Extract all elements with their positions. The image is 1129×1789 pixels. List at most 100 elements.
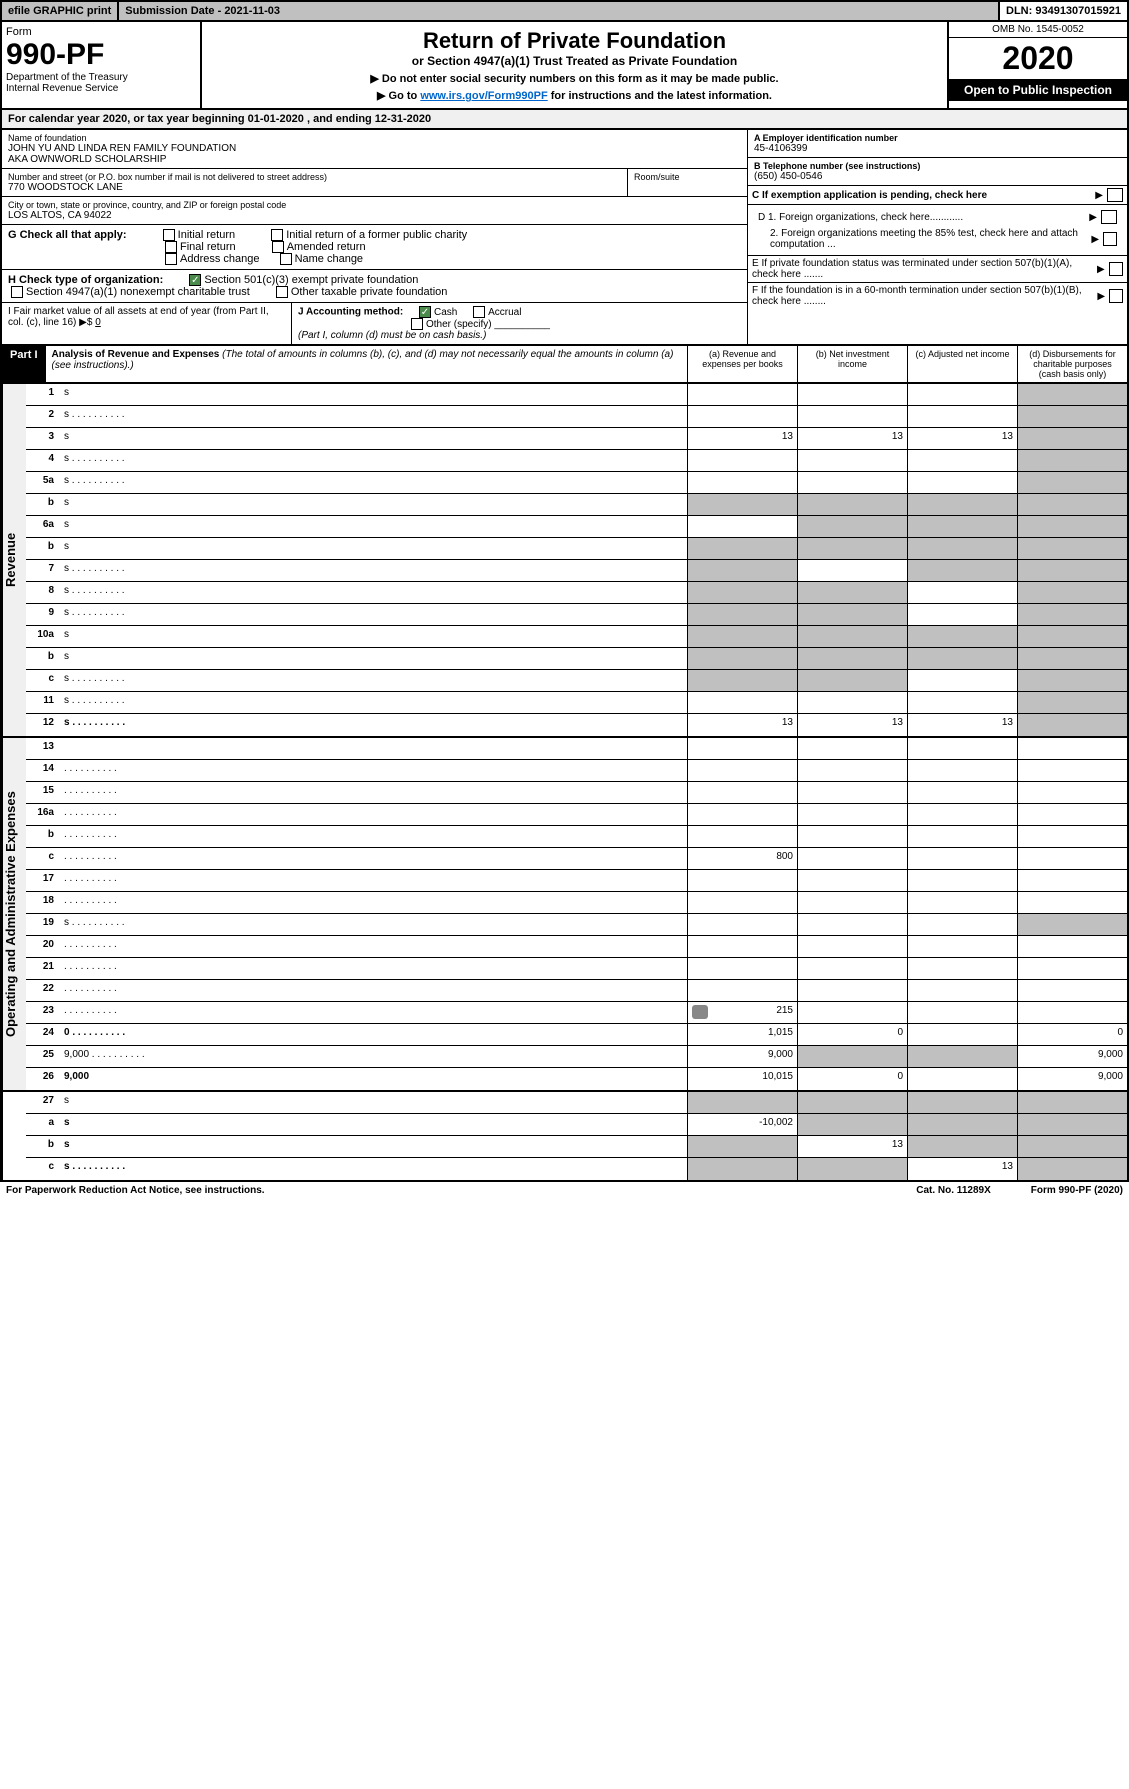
cb-final[interactable] <box>165 241 177 253</box>
line-desc: s <box>60 914 687 935</box>
cb-d1[interactable] <box>1101 210 1117 224</box>
cb-amended[interactable] <box>272 241 284 253</box>
foundation-name: JOHN YU AND LINDA REN FAMILY FOUNDATION <box>8 143 741 154</box>
cb-initial[interactable] <box>163 229 175 241</box>
line-col-c <box>907 472 1017 493</box>
cb-f[interactable] <box>1109 289 1123 303</box>
address: 770 WOODSTOCK LANE <box>8 182 621 193</box>
line-col-a <box>687 560 797 581</box>
addr-label: Number and street (or P.O. box number if… <box>8 172 621 182</box>
table-row: bs <box>26 538 1127 560</box>
table-row: bs13 <box>26 1136 1127 1158</box>
line-num: 12 <box>26 714 60 736</box>
top-bar: efile GRAPHIC print Submission Date - 20… <box>0 0 1129 22</box>
cb-initial-former[interactable] <box>271 229 283 241</box>
line-col-c <box>907 914 1017 935</box>
line-col-a: -10,002 <box>687 1114 797 1135</box>
attachment-icon[interactable] <box>692 1005 708 1019</box>
calendar-year: For calendar year 2020, or tax year begi… <box>0 110 1129 130</box>
cb-c[interactable] <box>1107 188 1123 202</box>
instr-1: ▶ Do not enter social security numbers o… <box>208 72 941 85</box>
line-num: c <box>26 1158 60 1180</box>
line-num: b <box>26 648 60 669</box>
line-col-d <box>1017 450 1127 471</box>
line-desc <box>60 804 687 825</box>
line-col-c <box>907 1046 1017 1067</box>
line-col-d <box>1017 428 1127 449</box>
line-col-b: 0 <box>797 1068 907 1090</box>
line-col-c <box>907 648 1017 669</box>
line-col-d <box>1017 980 1127 1001</box>
cb-other-method[interactable] <box>411 318 423 330</box>
line-desc: s <box>60 384 687 405</box>
foundation-name-2: AKA OWNWORLD SCHOLARSHIP <box>8 154 741 165</box>
line-desc: s <box>60 450 687 471</box>
line-col-b <box>797 914 907 935</box>
cb-501c3[interactable] <box>189 274 201 286</box>
cb-name[interactable] <box>280 253 292 265</box>
line-num: b <box>26 538 60 559</box>
line-col-c <box>907 738 1017 759</box>
line-desc: s <box>60 406 687 427</box>
revenue-rows: 1s2s3s1313134s5asbs6asbs7s8s9s10asbscs11… <box>26 384 1127 736</box>
col-a-head: (a) Revenue and expenses per books <box>687 346 797 382</box>
revenue-label: Revenue <box>2 384 26 736</box>
line-num: 4 <box>26 450 60 471</box>
line-desc <box>60 980 687 1001</box>
cb-address[interactable] <box>165 253 177 265</box>
line-col-a <box>687 582 797 603</box>
table-row: 2401,01500 <box>26 1024 1127 1046</box>
cb-e[interactable] <box>1109 262 1123 276</box>
g-label: G Check all that apply: <box>8 229 127 241</box>
line-col-d <box>1017 870 1127 891</box>
line-desc: s <box>60 516 687 537</box>
line-col-c <box>907 1092 1017 1113</box>
line-desc: s <box>60 1158 687 1180</box>
cb-cash[interactable] <box>419 306 431 318</box>
line-num: 10a <box>26 626 60 647</box>
cb-other-tax[interactable] <box>276 286 288 298</box>
table-row: 15 <box>26 782 1127 804</box>
line-num: 22 <box>26 980 60 1001</box>
line-col-a <box>687 648 797 669</box>
line-col-b <box>797 980 907 1001</box>
line-col-d <box>1017 472 1127 493</box>
line-col-b <box>797 892 907 913</box>
line-col-d <box>1017 648 1127 669</box>
line-col-a <box>687 1136 797 1157</box>
cb-d2[interactable] <box>1103 232 1117 246</box>
line-col-d <box>1017 958 1127 979</box>
line-num: 25 <box>26 1046 60 1067</box>
table-row: 10as <box>26 626 1127 648</box>
h-section: H Check type of organization: Section 50… <box>2 270 747 303</box>
part1-title: Analysis of Revenue and Expenses <box>52 349 220 360</box>
submission-date: Submission Date - 2021-11-03 <box>119 2 1000 20</box>
line-col-a: 1,015 <box>687 1024 797 1045</box>
line-col-a <box>687 870 797 891</box>
line-desc <box>60 738 687 759</box>
line-desc <box>60 760 687 781</box>
table-row: cs13 <box>26 1158 1127 1180</box>
dept: Department of the Treasury <box>6 72 196 83</box>
line-col-c <box>907 782 1017 803</box>
efile-label[interactable]: efile GRAPHIC print <box>2 2 119 20</box>
line-desc: s <box>60 648 687 669</box>
line-desc: s <box>60 1114 687 1135</box>
irs-link[interactable]: www.irs.gov/Form990PF <box>420 90 547 102</box>
line-col-b: 0 <box>797 1024 907 1045</box>
line-col-b <box>797 1046 907 1067</box>
instr-2-pre: ▶ Go to <box>377 90 420 102</box>
line-col-a <box>687 450 797 471</box>
line-num: 27 <box>26 1092 60 1113</box>
cb-accrual[interactable] <box>473 306 485 318</box>
line-desc <box>60 870 687 891</box>
line-col-c <box>907 604 1017 625</box>
f-label: F If the foundation is in a 60-month ter… <box>752 285 1097 307</box>
line-col-a: 800 <box>687 848 797 869</box>
line-col-d <box>1017 692 1127 713</box>
phone: (650) 450-0546 <box>754 171 1121 182</box>
line-desc <box>60 892 687 913</box>
cb-4947[interactable] <box>11 286 23 298</box>
line-col-b <box>797 1002 907 1023</box>
b-label: B Telephone number (see instructions) <box>754 161 1121 171</box>
